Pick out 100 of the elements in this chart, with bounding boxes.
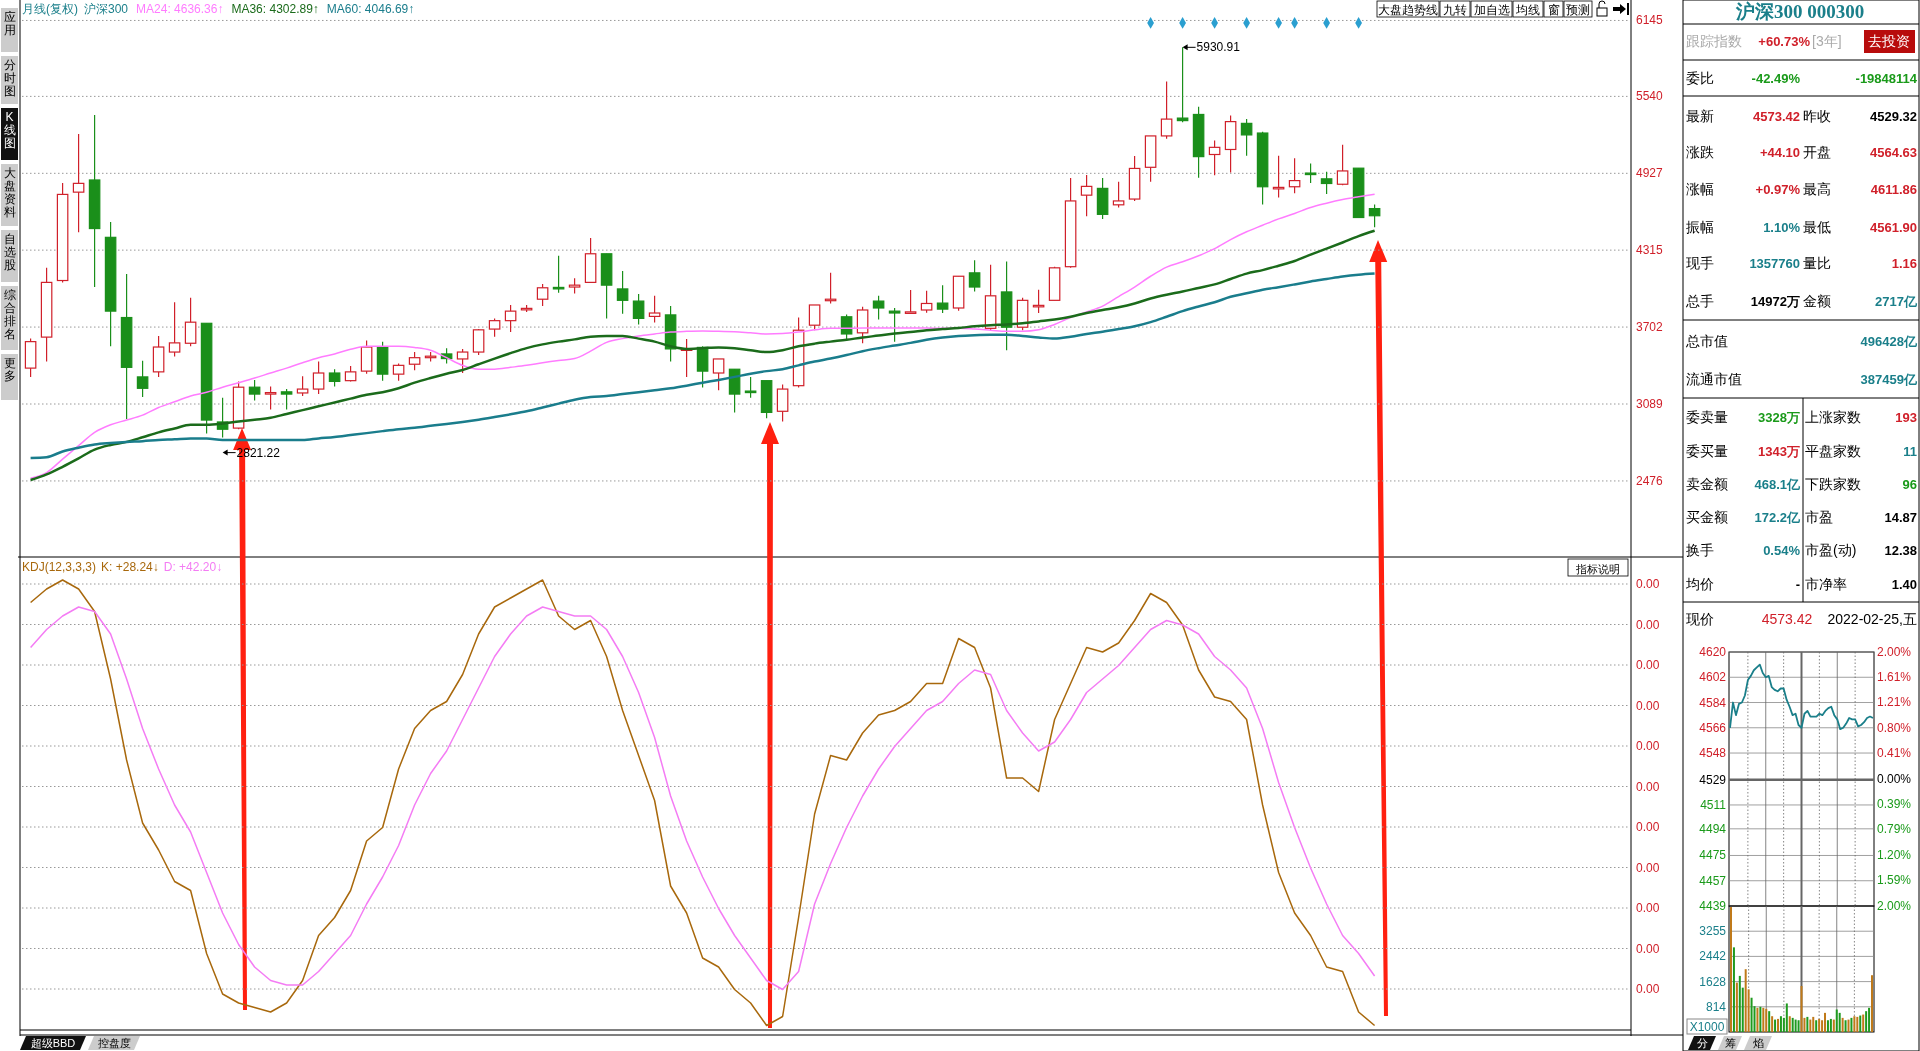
text: 控盘度 [97, 1037, 131, 1049]
text: 最新 [1686, 108, 1714, 124]
text: 市净率 [1805, 576, 1847, 592]
text: 11 [1903, 444, 1917, 459]
text: 跟踪指数 [1686, 33, 1742, 49]
chart-title: KDJ(12,3,3,3) [22, 560, 97, 574]
text: 指标说明 [1575, 563, 1620, 575]
text: 筹 [1724, 1037, 1736, 1049]
y-tick-label: 814 [1705, 999, 1727, 1014]
text: 2717亿 [1875, 294, 1918, 309]
y2-tick-label: 1.21% [1877, 695, 1912, 710]
text: 平盘家数 [1805, 443, 1861, 459]
text: 14972万 [1750, 294, 1800, 309]
y-tick-label: 2476 [1636, 473, 1664, 488]
text: 0.00 [1636, 779, 1660, 794]
y-tick-label: 4439 [1699, 899, 1727, 913]
text: 应用 [3, 10, 16, 37]
y-axis-title: X1000 [1689, 1020, 1725, 1034]
text: 193 [1895, 410, 1917, 425]
text: 市盈(动) [1805, 542, 1857, 558]
y-tick-label: 4475 [1699, 848, 1727, 863]
text: K线图 [3, 110, 16, 150]
y2-tick-label: 0.80% [1877, 721, 1912, 736]
text: 窗 [1547, 3, 1560, 17]
text: 委卖量 [1686, 409, 1728, 425]
text: 3328万 [1758, 410, 1800, 425]
text: +44.10 [1759, 145, 1800, 160]
y-tick-label: 4927 [1636, 166, 1664, 181]
y-tick-label: 3702 [1636, 320, 1664, 335]
y-tick-label: 3255 [1699, 924, 1727, 939]
y-tick-label: 4602 [1699, 670, 1727, 685]
text: 12.38 [1884, 543, 1917, 558]
text: 大盘资料 [3, 166, 16, 219]
text: 4564.63 [1870, 145, 1917, 160]
y-tick-label: 4494 [1699, 821, 1727, 836]
annotation: 5930.91 [1196, 40, 1241, 55]
text: 4611.86 [1870, 182, 1917, 197]
y2-tick-label: 2.00% [1877, 645, 1912, 659]
text: 换手 [1686, 542, 1714, 558]
y-tick-label: 4529 [1699, 772, 1727, 787]
chart-subtitle: 沪深300 [84, 2, 129, 16]
text: 委买量 [1686, 443, 1728, 459]
text: 4561.90 [1870, 220, 1917, 235]
text: 买金额 [1686, 509, 1728, 525]
text: 总手 [1685, 293, 1714, 309]
text: 0.00 [1636, 860, 1660, 875]
text: 金额 [1803, 293, 1831, 309]
y2-tick-label: 0.00% [1877, 772, 1912, 786]
text: 0.00 [1636, 698, 1660, 713]
y2-tick-label: 0.41% [1877, 745, 1912, 760]
text: 0.00 [1636, 982, 1660, 996]
y-tick-label: 3089 [1636, 397, 1664, 412]
y2-tick-label: 1.61% [1877, 669, 1912, 684]
text: 综合排名 [3, 288, 16, 341]
text: 现价 [1686, 611, 1714, 627]
text: MA60: 4046.69↑ [326, 2, 415, 16]
y-tick-label: 4548 [1699, 746, 1727, 761]
text: 0.00 [1636, 901, 1660, 915]
y-tick-label: 4457 [1699, 873, 1727, 888]
text: 172.2亿 [1754, 510, 1801, 525]
text: 开盘 [1803, 144, 1831, 160]
y-tick-label: 4566 [1699, 720, 1727, 735]
y-tick-label: 4584 [1699, 695, 1727, 710]
text: 振幅 [1686, 219, 1714, 235]
text: 委比 [1686, 70, 1714, 86]
text: 市盈 [1805, 509, 1833, 525]
text: 0.00 [1636, 820, 1660, 834]
text: 总市值 [1685, 333, 1728, 349]
text: -42.49% [1751, 71, 1801, 86]
y2-tick-label: 2.00% [1877, 899, 1912, 913]
text: 流通市值 [1686, 371, 1742, 387]
y-tick-label: 4315 [1636, 243, 1664, 258]
text: 量比 [1803, 255, 1831, 271]
text: +60.73% [1758, 34, 1811, 49]
text: 0.54% [1763, 543, 1801, 558]
text: 沪深300 000300 [1734, 1, 1865, 22]
text: 468.1亿 [1754, 477, 1801, 492]
text: 分 [1696, 1037, 1708, 1049]
y-tick-label: 4511 [1700, 797, 1727, 812]
text: 最低 [1803, 219, 1831, 235]
text: 均线 [1515, 3, 1540, 17]
text: 均价 [1685, 576, 1714, 592]
text: 14.87 [1884, 510, 1917, 525]
text: 涨幅 [1686, 181, 1714, 197]
text: 上涨家数 [1805, 409, 1861, 425]
text: 卖金额 [1686, 476, 1728, 492]
y-tick-label: 4620 [1699, 645, 1727, 659]
text: 1.10% [1763, 220, 1801, 235]
text: 1.40 [1891, 577, 1917, 592]
text: 0.00 [1636, 941, 1660, 956]
text: 96 [1902, 477, 1917, 492]
y2-tick-label: 0.79% [1877, 822, 1912, 837]
chart-title: 月线(复权) [22, 2, 78, 16]
text: 下跌家数 [1805, 476, 1861, 492]
y2-tick-label: 1.20% [1877, 848, 1912, 863]
text: 0.00 [1636, 658, 1660, 672]
text: - [1795, 577, 1800, 592]
text: 0.00 [1636, 617, 1660, 632]
text: +0.97% [1755, 182, 1801, 197]
text: [3年] [1812, 33, 1842, 49]
